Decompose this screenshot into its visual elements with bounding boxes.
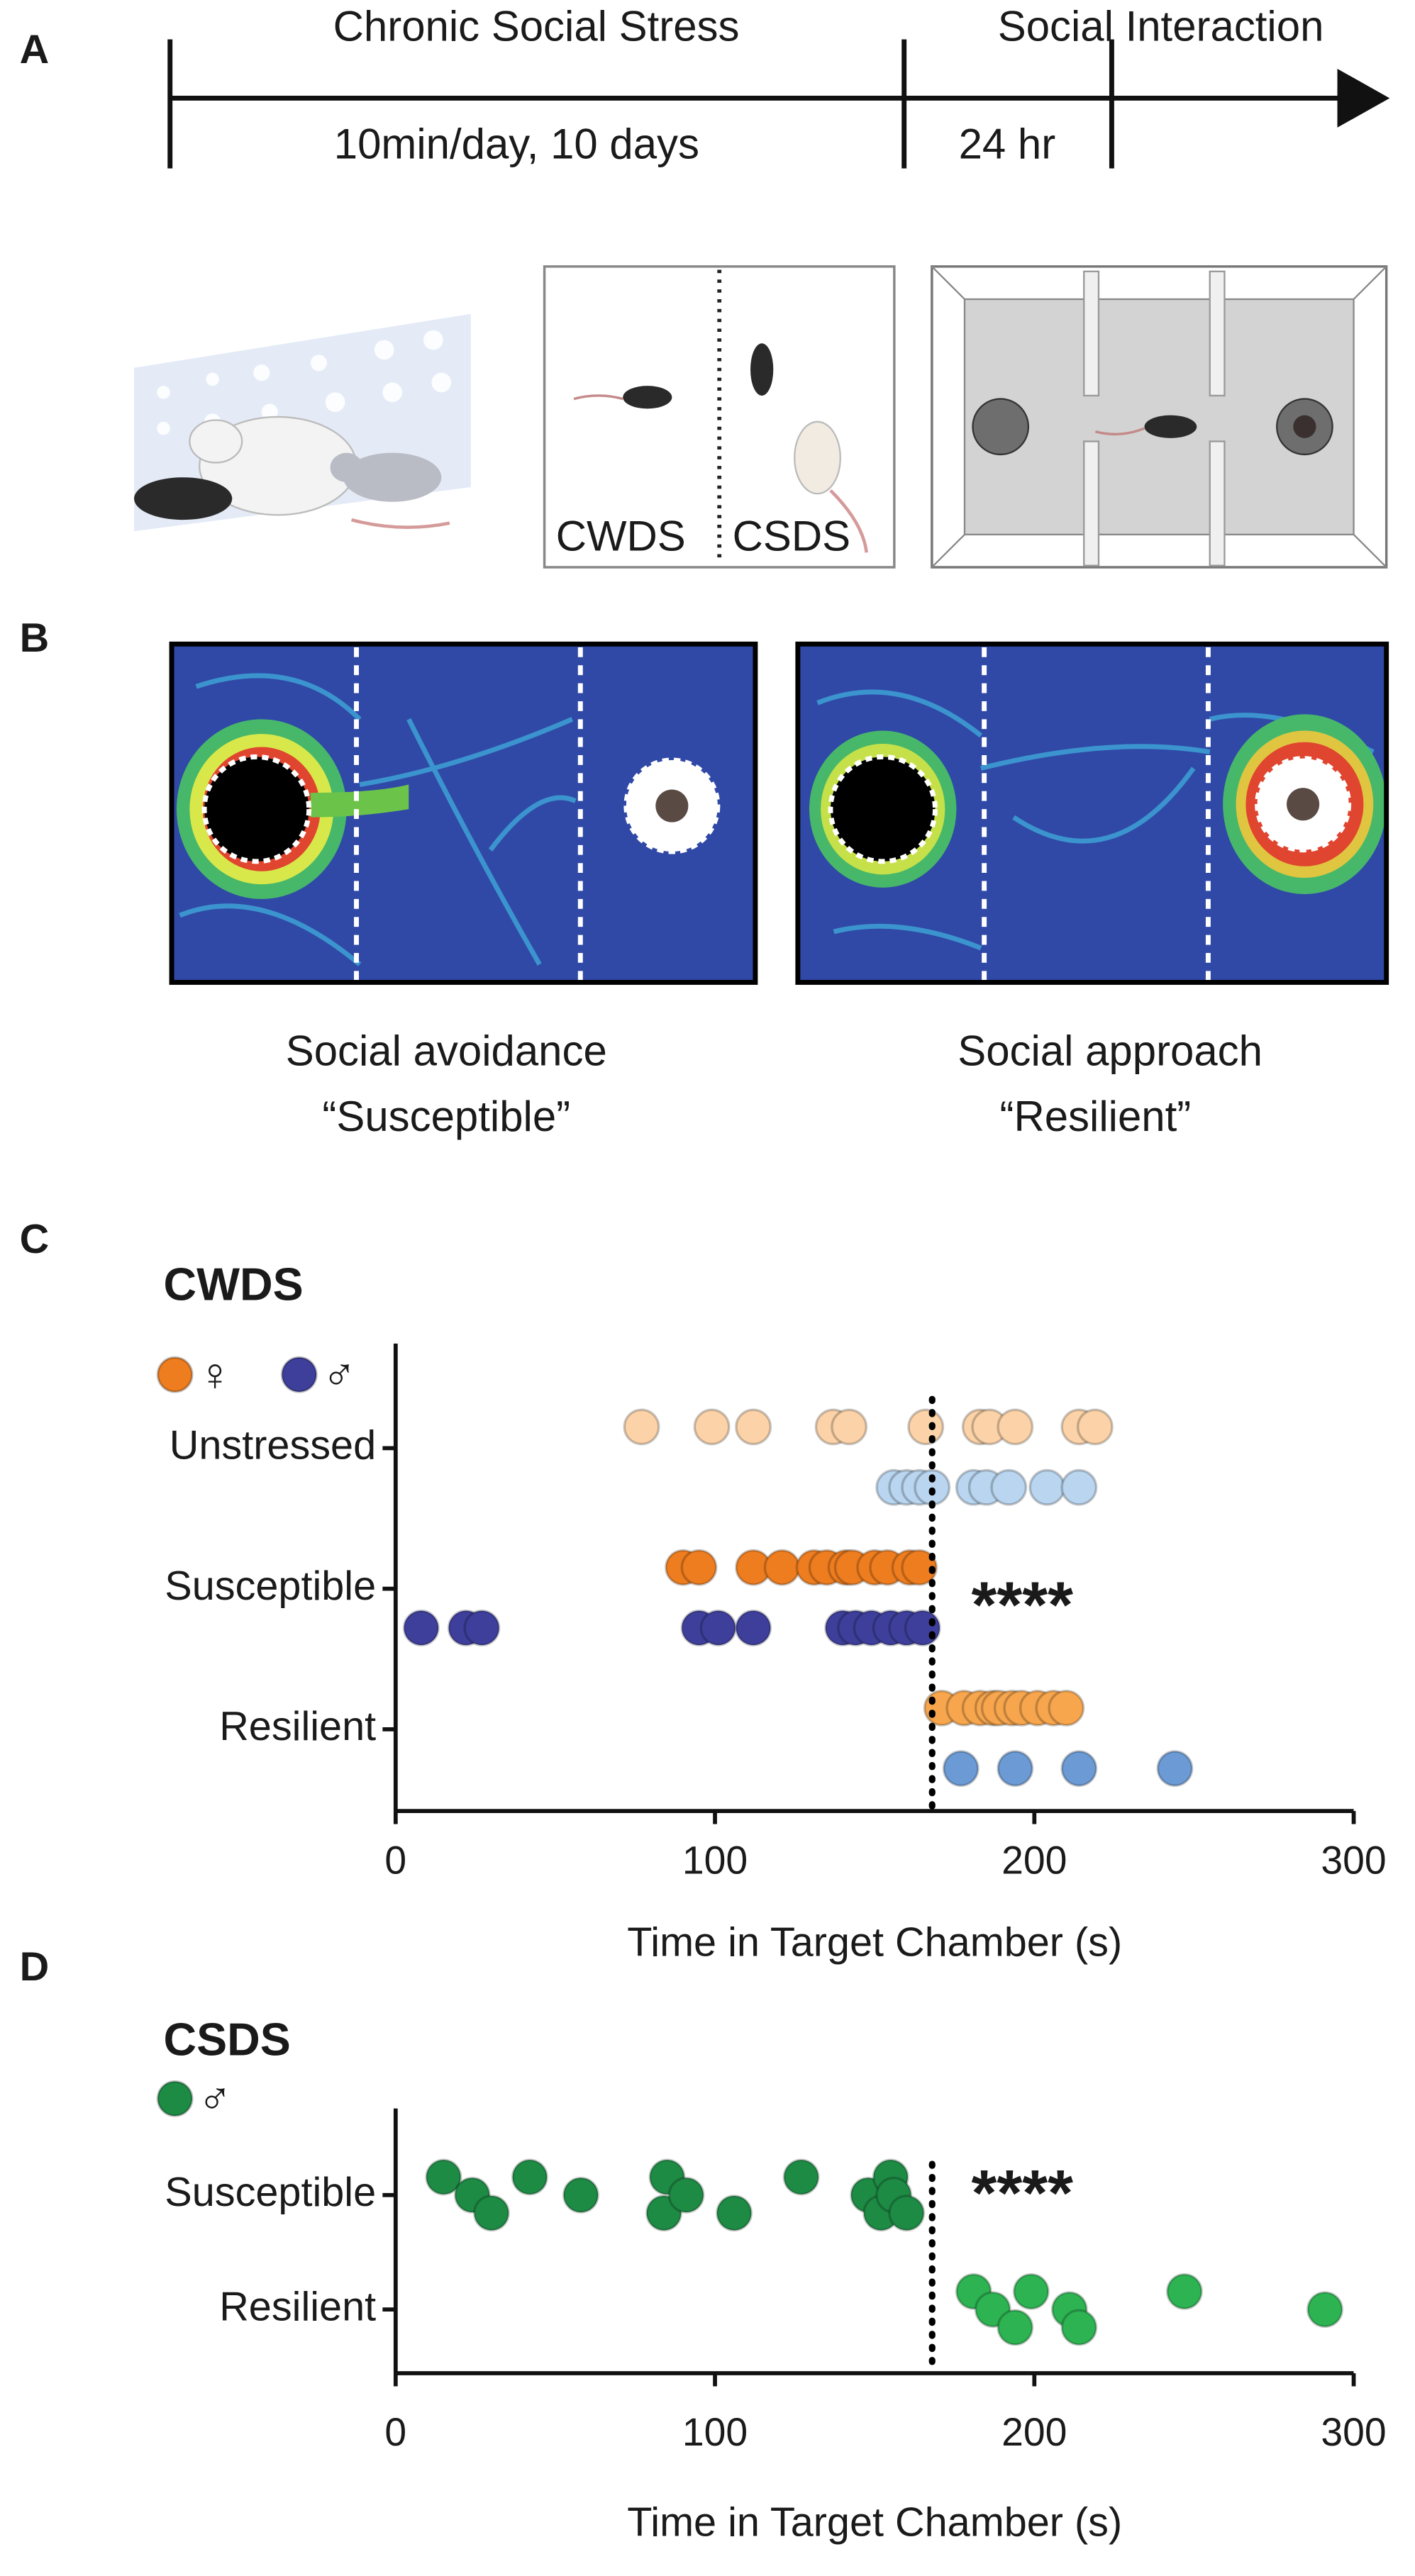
legend-marker <box>280 1356 318 1393</box>
phase-label: Chronic Social Stress <box>333 2 740 50</box>
panel-label: A <box>20 27 50 72</box>
timeline-arrow <box>1337 68 1390 128</box>
point <box>716 2195 753 2232</box>
legend-marker <box>156 1356 194 1393</box>
chart-title: CSDS <box>164 2014 291 2065</box>
arena-illustration <box>931 265 1388 569</box>
point <box>997 1408 1034 1446</box>
point <box>699 1610 737 1646</box>
point <box>1156 1750 1194 1788</box>
point <box>1028 1468 1066 1506</box>
point <box>511 2158 548 2196</box>
x-tick-label: 200 <box>1001 2410 1067 2454</box>
heatmap <box>169 641 758 985</box>
point <box>402 1610 440 1646</box>
duration-label: 24 hr <box>959 120 1056 167</box>
x-tick-label: 100 <box>682 2410 748 2454</box>
legend-label: ♂ <box>198 2073 232 2124</box>
point <box>562 2176 599 2214</box>
point <box>472 2195 510 2232</box>
timeline <box>167 39 1344 169</box>
x-tick-label: 0 <box>384 2410 406 2454</box>
panel-label: B <box>20 615 50 661</box>
point <box>763 1549 801 1586</box>
point <box>735 1610 772 1646</box>
x-tick-label: 300 <box>1321 2410 1386 2454</box>
point <box>623 1408 660 1446</box>
point <box>1165 2273 1203 2310</box>
point <box>990 1468 1028 1506</box>
point <box>782 2158 820 2196</box>
point <box>901 1549 938 1586</box>
legend-marker <box>156 2080 194 2117</box>
caption: “Resilient” <box>1000 1093 1192 1140</box>
caption: “Susceptible” <box>322 1093 570 1140</box>
y-tick-label: Susceptible <box>165 1563 376 1609</box>
y-tick-label: Susceptible <box>165 2170 376 2215</box>
legend-label: ♂ <box>322 1349 356 1400</box>
point <box>942 1750 980 1788</box>
point <box>667 2176 705 2214</box>
point <box>1076 1408 1114 1446</box>
point <box>1060 1750 1098 1788</box>
point <box>1048 1689 1085 1727</box>
cage-illustration: CWDS CSDS <box>543 265 896 569</box>
panel-label: C <box>20 1217 50 1262</box>
group-label: CWDS <box>556 513 686 560</box>
x-axis-label: Time in Target Chamber (s) <box>627 1919 1122 1965</box>
caption: Social avoidance <box>286 1027 607 1075</box>
point <box>680 1549 718 1586</box>
x-tick-label: 200 <box>1001 1838 1067 1882</box>
x-tick-label: 0 <box>384 1838 406 1882</box>
y-tick-label: Resilient <box>219 1704 376 1749</box>
point <box>997 2309 1034 2346</box>
point <box>831 1408 868 1446</box>
point <box>735 1408 772 1446</box>
point <box>693 1408 731 1446</box>
point <box>1060 1468 1098 1506</box>
point <box>997 1750 1034 1788</box>
significance-label: **** <box>972 1568 1074 1641</box>
point <box>425 2158 462 2196</box>
group-label: CSDS <box>733 513 850 560</box>
point <box>1012 2273 1050 2310</box>
point <box>1060 2309 1098 2346</box>
point <box>888 2195 926 2232</box>
caption: Social approach <box>958 1027 1263 1075</box>
point <box>1306 2291 1343 2329</box>
legend-label: ♀ <box>198 1349 232 1400</box>
y-tick-label: Resilient <box>219 2284 376 2329</box>
significance-label: **** <box>972 2157 1074 2230</box>
phase-label: Social Interaction <box>998 2 1324 50</box>
point <box>904 1610 941 1646</box>
panel-label: D <box>20 1944 50 1990</box>
point <box>463 1610 501 1646</box>
x-tick-label: 300 <box>1321 1838 1386 1882</box>
y-tick-label: Unstressed <box>170 1423 376 1468</box>
point <box>907 1408 945 1446</box>
chart-title: CWDS <box>164 1259 304 1310</box>
defeat-illustration <box>134 313 471 532</box>
heatmap <box>795 641 1389 985</box>
x-tick-label: 100 <box>682 1838 748 1882</box>
x-axis-label: Time in Target Chamber (s) <box>627 2500 1122 2546</box>
duration-label: 10min/day, 10 days <box>334 120 699 167</box>
